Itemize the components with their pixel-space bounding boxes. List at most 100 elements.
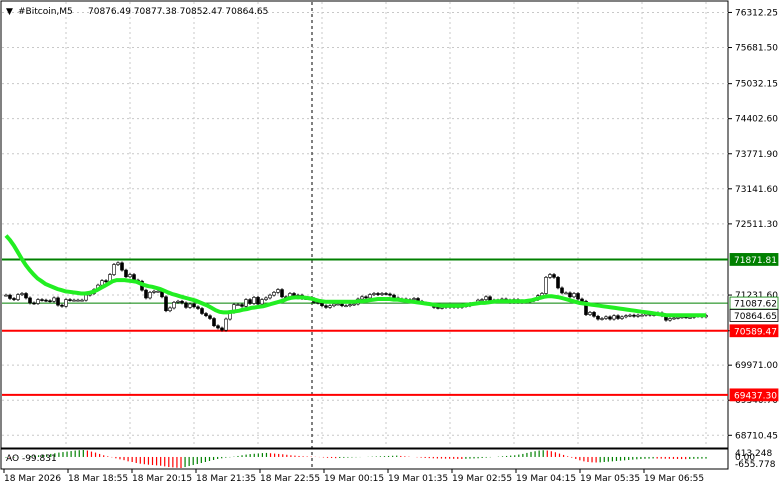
candle-body <box>24 293 28 299</box>
y-tick-label: 73771.90 <box>735 150 778 160</box>
candle-body <box>60 304 64 307</box>
candle-body <box>632 314 636 317</box>
y-tick-label: 76312.25 <box>735 8 778 18</box>
x-tick-label: 19 Mar 02:55 <box>452 474 512 484</box>
candle-body <box>176 300 180 303</box>
candle-body <box>412 298 416 300</box>
y-tick-label: 73141.60 <box>735 185 778 195</box>
candle-body <box>144 289 148 299</box>
candle-body <box>592 312 596 317</box>
candle-body <box>156 290 160 293</box>
candle-body <box>544 277 548 294</box>
candle-body <box>372 293 376 295</box>
candle-body <box>180 300 184 304</box>
symbol-label: #Bitcoin,M5 <box>18 7 73 17</box>
candle-body <box>172 302 176 309</box>
candle-body <box>212 318 216 327</box>
candle-body <box>28 297 32 304</box>
x-tick-label: 18 Mar 18:55 <box>68 474 128 484</box>
candle-body <box>220 327 224 331</box>
candle-body <box>124 269 128 278</box>
ao-tick-label: 413.248 <box>735 449 772 459</box>
candle-body <box>332 303 336 307</box>
candle-body <box>480 299 484 301</box>
candle-body <box>120 262 124 271</box>
price-tag-71087.62 <box>729 296 779 310</box>
price-tag-70589.47 <box>729 324 779 338</box>
candle-body <box>560 287 564 294</box>
candle-body <box>52 297 56 302</box>
price-tag-71871.81 <box>729 253 779 266</box>
moving-average-line <box>4 234 706 318</box>
x-tick-label: 18 Mar 22:55 <box>260 474 320 484</box>
candle-body <box>4 294 8 297</box>
candle-body <box>668 318 672 321</box>
candle-body <box>348 304 352 307</box>
y-tick-label: 68710.45 <box>735 431 778 441</box>
candle-body <box>148 292 152 299</box>
candle-body <box>580 298 584 302</box>
candle-body <box>268 294 272 299</box>
candle-body <box>280 289 284 298</box>
x-tick-label: 19 Mar 06:55 <box>644 474 704 484</box>
candle-body <box>588 312 592 315</box>
chart-header: ▼ #Bitcoin,M5 70876.49 70877.38 70852.47… <box>6 7 268 17</box>
candle-body <box>620 316 624 319</box>
candle-body <box>336 303 340 306</box>
candle-body <box>244 299 248 307</box>
price-tag-label: 71087.62 <box>734 300 777 310</box>
price-tags: 71871.81 71087.62 70864.65 70589.47 69437.30 <box>729 253 779 401</box>
candle-body <box>64 299 68 307</box>
x-tick-label: 19 Mar 00:15 <box>324 474 384 484</box>
candle-body <box>628 314 632 317</box>
ao-tick-label: -655.778 <box>735 460 776 470</box>
candle-body <box>276 289 280 293</box>
price-tag-70864.65 <box>729 309 779 322</box>
candle-body <box>116 262 120 265</box>
candle-body <box>612 315 616 320</box>
candle-body <box>112 264 116 275</box>
candle-body <box>84 294 88 301</box>
y-tick-label: 72511.30 <box>735 220 778 230</box>
candle-body <box>564 292 568 295</box>
candle-body <box>80 299 84 302</box>
candle-body <box>192 303 196 308</box>
candle-body <box>568 292 572 298</box>
price-tag-label: 70589.47 <box>734 327 777 337</box>
candle-body <box>436 307 440 309</box>
candle-body <box>216 325 220 329</box>
candle-body <box>256 297 260 305</box>
candle-body <box>240 304 244 307</box>
candle-body <box>76 299 80 302</box>
candle-body <box>688 317 692 319</box>
candle-body <box>168 307 172 312</box>
candle-body <box>152 290 156 293</box>
candle-body <box>380 293 384 295</box>
candle-body <box>552 274 556 278</box>
candle-body <box>624 315 628 318</box>
ao-tick-label: 0.00 <box>735 453 755 463</box>
price-tag-label: 71871.81 <box>734 256 777 266</box>
candle-body <box>340 303 344 307</box>
triangle-down-icon[interactable]: ▼ <box>6 7 13 17</box>
time-axis: 18 Mar 2026 18 Mar 18:55 18 Mar 20:15 18 Ma… <box>3 469 704 484</box>
candle-body <box>224 318 228 331</box>
candle-body <box>204 313 208 317</box>
candle-body <box>596 315 600 320</box>
candle-body <box>188 303 192 308</box>
candle-body <box>384 293 388 295</box>
x-tick-label: 18 Mar 2026 <box>4 474 61 484</box>
candle-body <box>236 304 240 306</box>
candle-body <box>364 296 368 299</box>
candle-body <box>640 314 644 317</box>
candle-body <box>600 318 604 320</box>
candle-body <box>328 305 332 308</box>
y-tick-label: 75032.15 <box>735 80 778 90</box>
candle-body <box>48 300 52 303</box>
y-tick-label: 69971.00 <box>735 361 778 371</box>
candle-body <box>672 317 676 320</box>
candle-body <box>368 294 372 299</box>
candle-body <box>572 293 576 298</box>
